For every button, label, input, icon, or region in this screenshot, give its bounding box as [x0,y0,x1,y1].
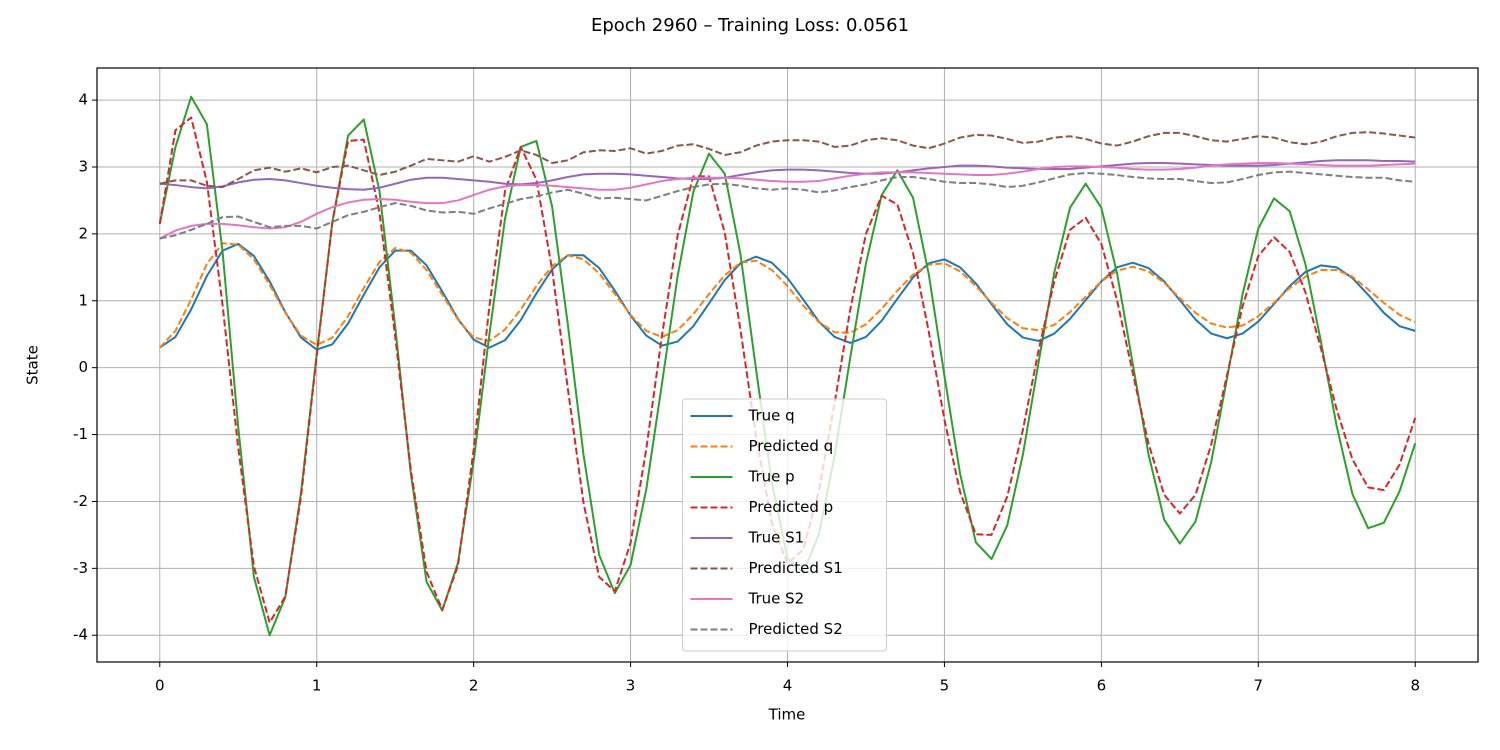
chart-title: Epoch 2960 – Training Loss: 0.0561 [591,15,909,36]
series-line [159,161,1416,240]
plot-frame [96,67,1479,663]
legend-label: Predicted S2 [749,620,843,638]
legend: True q Predicted q True p Predicted p True S… [682,398,887,652]
series-line [159,242,1416,349]
legend-label: Predicted p [749,498,834,516]
y-tick-label: -1 [73,425,88,443]
legend-label: True q [748,407,795,425]
legend-label: True S2 [748,590,805,608]
series-line [158,116,1417,624]
x-tick-label: 6 [1097,677,1107,695]
y-tick-label: 4 [78,91,88,109]
series-line [159,170,1416,240]
x-tick-label: 1 [312,677,322,695]
y-tick-label: 2 [78,224,88,242]
x-tick-label: 3 [626,677,636,695]
legend-label: Predicted q [749,437,834,455]
x-tick-label: 0 [155,677,165,695]
series-line [159,242,1416,351]
y-axis-label: State [24,345,42,385]
legend-label: Predicted S1 [749,559,843,577]
x-axis-label: Time [768,706,806,724]
x-tick-label: 5 [940,677,950,695]
legend-label: True p [748,468,795,486]
y-tick-label: -3 [73,559,88,577]
y-tick-label: 1 [78,291,88,309]
x-tick-label: 2 [469,677,479,695]
y-tick-label: -4 [73,626,88,644]
legend-label: True S1 [748,529,805,547]
series-line [159,131,1416,189]
x-tick-label: 4 [783,677,793,695]
x-tick-label: 8 [1410,677,1420,695]
y-tick-label: 3 [78,158,88,176]
y-tick-label: -2 [73,492,88,510]
series-line [159,159,1416,191]
x-tick-label: 7 [1254,677,1264,695]
y-tick-label: 0 [78,358,88,376]
legend-box [682,398,887,652]
